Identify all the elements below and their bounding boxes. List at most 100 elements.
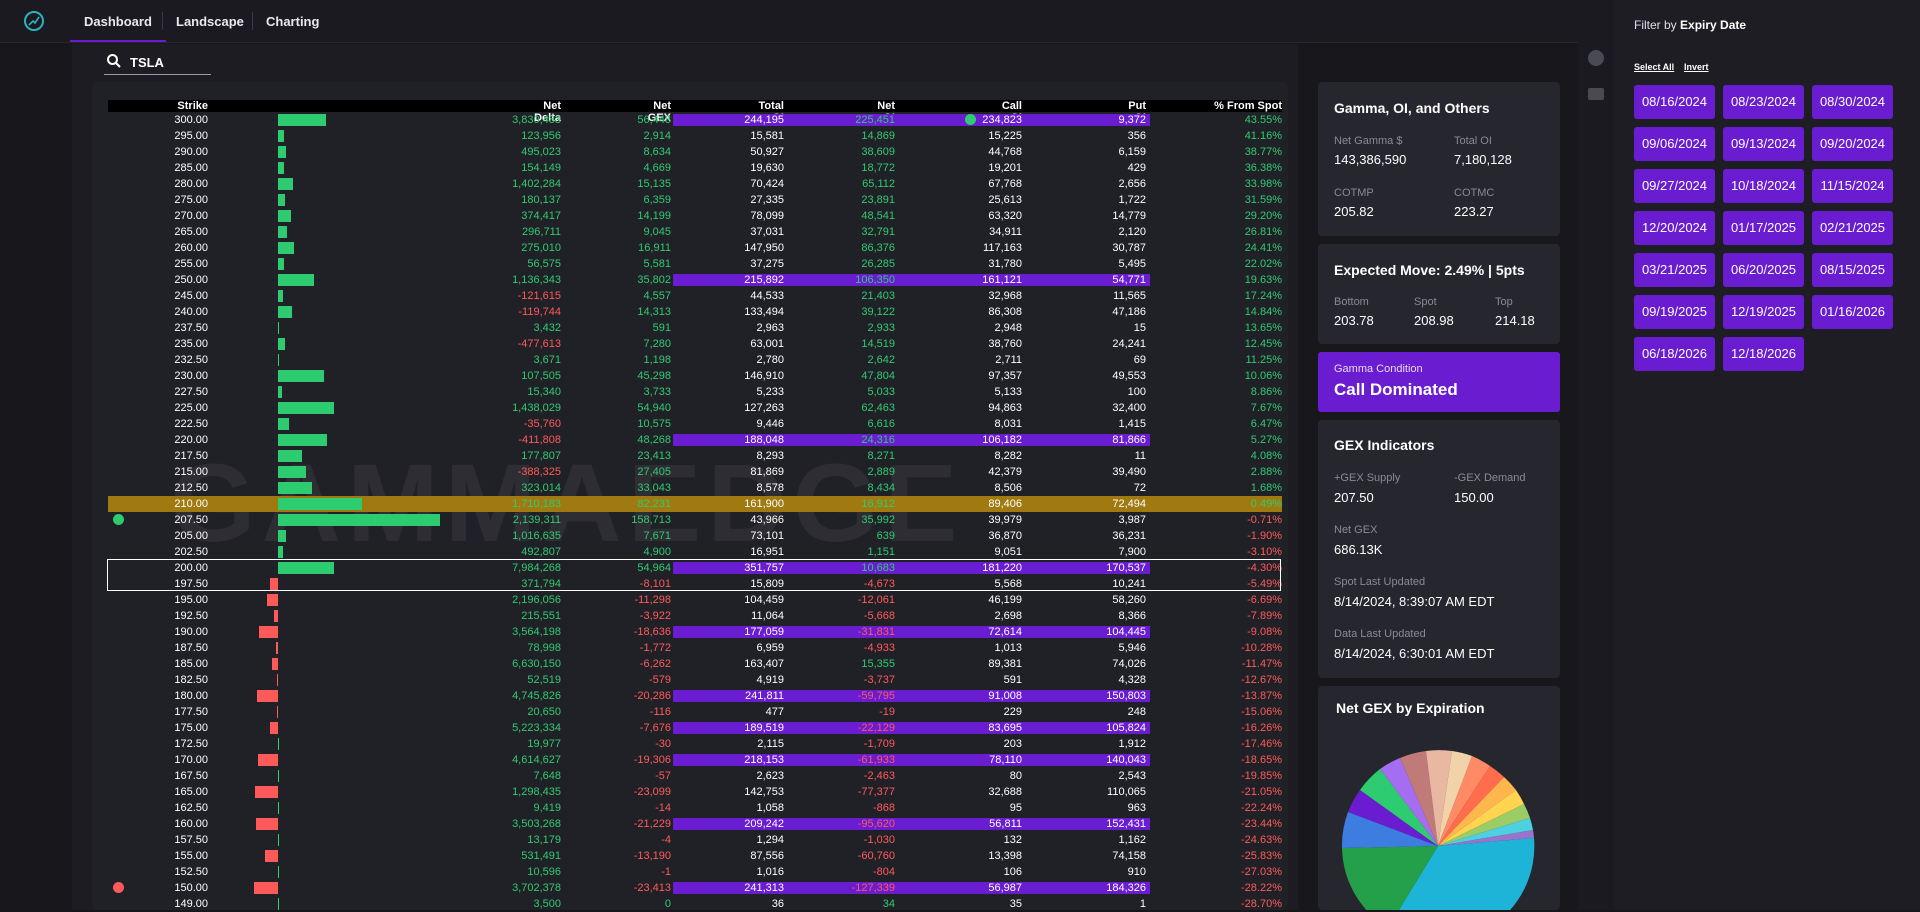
table-row[interactable]: 155.00 531,491 -13,190 87,556 -60,760 13,398 7… — [108, 848, 1282, 864]
cell-strike: 172.50 — [174, 738, 208, 750]
table-row[interactable]: 212.50 323,014 33,043 8,578 8,434 8,506 72 1.68… — [108, 480, 1282, 496]
gex-bar — [278, 354, 279, 366]
table-row[interactable]: 192.50 215,551 -3,922 11,064 -5,668 2,698 8,36… — [108, 608, 1282, 624]
table-row[interactable]: 260.00 275,010 16,911 147,950 86,376 117,163 3… — [108, 240, 1282, 256]
table-row[interactable]: 295.00 123,956 2,914 15,581 14,869 15,225 356 4… — [108, 128, 1282, 144]
expiry-date-button[interactable]: 09/13/2024 — [1723, 127, 1804, 161]
table-row[interactable]: 225.00 1,438,029 54,940 127,263 62,463 94,863… — [108, 400, 1282, 416]
table-row[interactable]: 172.50 19,977 -30 2,115 -1,709 203 1,912 -17.46… — [108, 736, 1282, 752]
invert-link[interactable]: Invert — [1684, 62, 1709, 72]
table-row[interactable]: 160.00 3,503,268 -21,229 209,242 -95,620 56,8… — [108, 816, 1282, 832]
table-row[interactable]: 197.50 371,794 -8,101 15,809 -4,673 5,568 10,2… — [108, 576, 1282, 592]
tab-charting[interactable]: Charting — [266, 14, 320, 29]
app-logo-icon[interactable] — [24, 11, 44, 31]
cell-tot: 104,459 — [744, 594, 784, 606]
expiry-date-button[interactable]: 10/18/2024 — [1723, 169, 1804, 203]
table-row[interactable]: 290.00 495,023 8,634 50,927 38,609 44,768 6,15… — [108, 144, 1282, 160]
table-row[interactable]: 165.00 1,298,435 -23,099 142,753 -77,377 32,6… — [108, 784, 1282, 800]
expiry-date-button[interactable]: 09/20/2024 — [1812, 127, 1893, 161]
ticker-search[interactable] — [104, 50, 212, 75]
table-row[interactable]: 177.50 20,650 -116 477 -19 229 248 -15.06% — [108, 704, 1282, 720]
table-row[interactable]: 237.50 3,432 591 2,963 2,933 2,948 15 13.65% — [108, 320, 1282, 336]
table-row[interactable]: 220.00 -411,808 48,268 188,048 24,316 106,182… — [108, 432, 1282, 448]
table-row[interactable]: 240.00 -119,744 14,313 133,494 39,122 86,308 4… — [108, 304, 1282, 320]
table-row[interactable]: 205.00 1,016,635 7,671 73,101 639 36,870 36,23… — [108, 528, 1282, 544]
table-row[interactable]: 230.00 107,505 45,298 146,910 47,804 97,357 49… — [108, 368, 1282, 384]
cell-put: 72,494 — [1112, 498, 1146, 510]
table-row[interactable]: 180.00 4,745,826 -20,286 241,811 -59,795 91,0… — [108, 688, 1282, 704]
cell-call: 94,863 — [988, 402, 1022, 414]
expiry-date-button[interactable]: 08/15/2025 — [1812, 253, 1893, 287]
table-row[interactable]: 175.00 5,223,334 -7,676 189,519 -22,129 83,69… — [108, 720, 1282, 736]
search-input[interactable] — [128, 51, 212, 73]
select-all-link[interactable]: Select All — [1634, 62, 1675, 72]
table-row[interactable]: 210.00 1,710,183 82,231 161,900 16,912 89,406… — [108, 496, 1282, 512]
expiry-date-button[interactable]: 12/20/2024 — [1634, 211, 1715, 245]
expiry-date-button[interactable]: 11/15/2024 — [1812, 169, 1893, 203]
table-row[interactable]: 185.00 6,630,150 -6,262 163,407 15,355 89,381… — [108, 656, 1282, 672]
table-row[interactable]: 167.50 7,648 -57 2,623 -2,463 80 2,543 -19.85% — [108, 768, 1282, 784]
table-row[interactable]: 162.50 9,419 -14 1,058 -868 95 963 -22.24% — [108, 800, 1282, 816]
cell-ng: -18,636 — [633, 626, 671, 638]
table-row[interactable]: 285.00 154,149 4,669 19,630 18,772 19,201 429 3… — [108, 160, 1282, 176]
cell-pct: 0.49% — [1250, 498, 1282, 510]
table-row[interactable]: 300.00 3,830,483 56,448 244,195 225,451 234,8… — [108, 112, 1282, 128]
table-row[interactable]: 250.00 1,136,343 35,802 215,892 106,350 161,1… — [108, 272, 1282, 288]
net-gex-pie-chart[interactable] — [1336, 750, 1536, 910]
table-row[interactable]: 182.50 52,519 -579 4,919 -3,737 591 4,328 -12.6… — [108, 672, 1282, 688]
cell-put: 69 — [1133, 354, 1146, 366]
arrow-right-icon[interactable] — [1588, 50, 1604, 66]
expiry-date-button[interactable]: 09/19/2025 — [1634, 295, 1715, 329]
table-row[interactable]: 190.00 3,564,198 -18,636 177,059 -31,831 72,6… — [108, 624, 1282, 640]
expiry-date-button[interactable]: 06/18/2026 — [1634, 337, 1715, 371]
table-row[interactable]: 270.00 374,417 14,199 78,099 48,541 63,320 14,… — [108, 208, 1282, 224]
camera-icon[interactable] — [1588, 88, 1604, 100]
table-row[interactable]: 170.00 4,614,627 -19,306 218,153 -61,933 78,1… — [108, 752, 1282, 768]
cell-call: 97,357 — [988, 370, 1022, 382]
expiry-date-button[interactable]: 08/16/2024 — [1634, 85, 1715, 119]
table-row[interactable]: 157.50 13,179 -4 1,294 -1,030 132 1,162 -24.63% — [108, 832, 1282, 848]
expiry-date-button[interactable]: 06/20/2025 — [1723, 253, 1804, 287]
table-row[interactable]: 149.00 3,500 0 36 34 35 1 -28.70% — [108, 896, 1282, 912]
expiry-date-button[interactable]: 02/21/2025 — [1812, 211, 1893, 245]
expiry-date-button[interactable]: 03/21/2025 — [1634, 253, 1715, 287]
cell-tot: 142,753 — [744, 786, 784, 798]
table-row[interactable]: 150.00 3,702,378 -23,413 241,313 -127,339 56,… — [108, 880, 1282, 896]
table-row[interactable]: 215.00 -388,325 27,405 81,869 2,889 42,379 39,… — [108, 464, 1282, 480]
expiry-date-button[interactable]: 08/23/2024 — [1723, 85, 1804, 119]
table-row[interactable]: 235.00 -477,613 7,280 63,001 14,519 38,760 24,… — [108, 336, 1282, 352]
expiry-date-button[interactable]: 01/16/2026 — [1812, 295, 1893, 329]
table-row[interactable]: 152.50 10,596 -1 1,016 -804 106 910 -27.03% — [108, 864, 1282, 880]
expiry-date-button[interactable]: 01/17/2025 — [1723, 211, 1804, 245]
cell-pct: 43.55% — [1244, 114, 1282, 126]
tab-dashboard[interactable]: Dashboard — [70, 0, 166, 42]
table-row[interactable]: 227.50 15,340 3,733 5,233 5,033 5,133 100 8.86% — [108, 384, 1282, 400]
cell-tot: 70,424 — [750, 178, 784, 190]
table-row[interactable]: 195.00 2,196,056 -11,298 104,459 -12,061 46,1… — [108, 592, 1282, 608]
card-title: Gamma, OI, and Others — [1334, 100, 1490, 116]
cell-noi: 21,403 — [861, 290, 895, 302]
cell-strike: 177.50 — [174, 706, 208, 718]
table-row[interactable]: 207.50 2,139,311 158,713 43,966 35,992 39,979… — [108, 512, 1282, 528]
cell-pct: -27.03% — [1241, 866, 1282, 878]
expiry-date-button[interactable]: 12/18/2026 — [1723, 337, 1804, 371]
expiry-date-button[interactable]: 12/19/2025 — [1723, 295, 1804, 329]
cell-call: 591 — [1003, 674, 1022, 686]
cell-call: 5,133 — [994, 386, 1022, 398]
expiry-date-button[interactable]: 09/06/2024 — [1634, 127, 1715, 161]
table-row[interactable]: 265.00 296,711 9,045 37,031 32,791 34,911 2,12… — [108, 224, 1282, 240]
table-row[interactable]: 217.50 177,807 23,413 8,293 8,271 8,282 11 4.08… — [108, 448, 1282, 464]
table-row[interactable]: 187.50 78,998 -1,772 6,959 -4,933 1,013 5,946 -… — [108, 640, 1282, 656]
table-row[interactable]: 222.50 -35,760 10,575 9,446 6,616 8,031 1,415 6… — [108, 416, 1282, 432]
table-row[interactable]: 275.00 180,137 6,359 27,335 23,891 25,613 1,72… — [108, 192, 1282, 208]
tab-landscape[interactable]: Landscape — [176, 14, 244, 29]
table-row[interactable]: 202.50 492,807 4,900 16,951 1,151 9,051 7,900 -… — [108, 544, 1282, 560]
table-row[interactable]: 280.00 1,402,284 15,135 70,424 65,112 67,768 2… — [108, 176, 1282, 192]
cell-call: 2,948 — [994, 322, 1022, 334]
table-row[interactable]: 245.00 -121,615 4,557 44,533 21,403 32,968 11,… — [108, 288, 1282, 304]
expiry-date-button[interactable]: 09/27/2024 — [1634, 169, 1715, 203]
table-row[interactable]: 200.00 7,984,268 54,964 351,757 10,683 181,22… — [108, 560, 1282, 576]
table-row[interactable]: 255.00 56,575 5,581 37,275 26,285 31,780 5,495… — [108, 256, 1282, 272]
expiry-date-button[interactable]: 08/30/2024 — [1812, 85, 1893, 119]
table-row[interactable]: 232.50 3,671 1,198 2,780 2,642 2,711 69 11.25% — [108, 352, 1282, 368]
